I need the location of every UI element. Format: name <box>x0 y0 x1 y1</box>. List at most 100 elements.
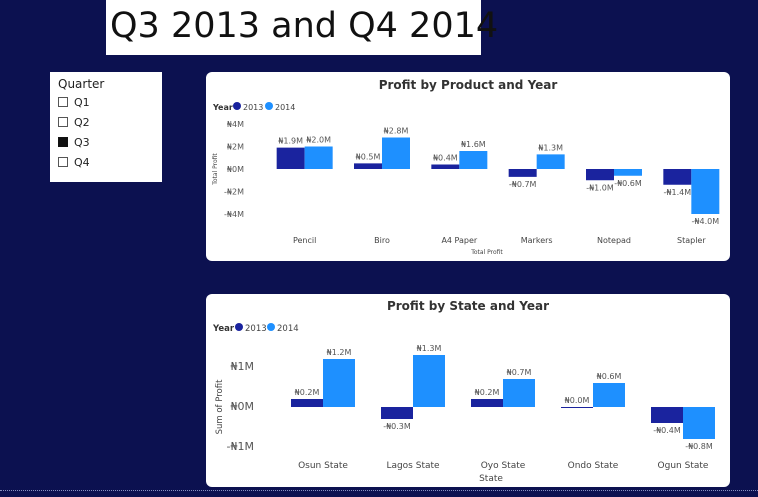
bar-2013-notepad <box>586 169 614 181</box>
data-label: ₦1.6M <box>461 140 486 149</box>
legend-marker-2014 <box>267 323 275 331</box>
slicer-item-q4[interactable]: Q4 <box>58 155 90 169</box>
bar-2013-oyo-state <box>471 399 503 407</box>
checkbox-icon[interactable] <box>58 97 68 107</box>
checkbox-checked-icon[interactable] <box>58 137 68 147</box>
data-label: ₦1.3M <box>417 344 442 353</box>
chart-title: Profit by State and Year <box>387 299 549 313</box>
category-label: A4 Paper <box>441 236 477 245</box>
legend-marker-2013 <box>233 102 241 110</box>
bar-2014-ondo-state <box>593 383 625 407</box>
category-label: Lagos State <box>386 461 440 471</box>
state-profit-chart: Profit by State and Year Year 2013 2014 Sum … <box>212 299 715 484</box>
chart-card-product[interactable]: Profit by Product and Year Year 2013 2014 To… <box>206 72 730 261</box>
quarter-slicer: Quarter Q1 Q2 Q3 Q4 <box>50 72 162 182</box>
y-tick-label: ₦0M <box>231 400 255 413</box>
legend-title: Year <box>212 103 233 112</box>
category-label: Markers <box>521 236 553 245</box>
legend-label-2014: 2014 <box>277 324 299 334</box>
category-label: Stapler <box>677 236 706 245</box>
slicer-item-label: Q1 <box>74 95 90 109</box>
y-tick-label: ₦4M <box>227 120 244 129</box>
data-label: -₦0.4M <box>653 426 681 435</box>
data-label: -₦0.6M <box>614 179 642 188</box>
legend-label-2014: 2014 <box>275 103 295 112</box>
slicer-item-q2[interactable]: Q2 <box>58 115 90 129</box>
slicer-item-label: Q4 <box>74 155 90 169</box>
chart-title: Profit by Product and Year <box>379 78 558 92</box>
y-tick-label: -₦2M <box>224 188 244 197</box>
bar-2013-stapler <box>663 169 692 185</box>
bar-2013-osun-state <box>291 399 323 407</box>
slicer-item-label: Q2 <box>74 115 90 129</box>
slicer-title: Quarter <box>58 77 105 91</box>
category-label: Notepad <box>597 236 631 245</box>
category-label: Ondo State <box>568 461 619 471</box>
data-label: ₦0.4M <box>433 154 458 163</box>
y-axis-label: Sum of Profit <box>215 379 225 434</box>
x-axis-label: Total Profit <box>470 249 503 256</box>
chart-card-state[interactable]: Profit by State and Year Year 2013 2014 Sum … <box>206 294 730 487</box>
bar-2014-markers <box>536 154 565 169</box>
page-divider <box>0 490 758 491</box>
data-label: ₦2.8M <box>384 127 409 136</box>
product-profit-chart: Profit by Product and Year Year 2013 2014 To… <box>212 78 720 256</box>
legend-title: Year <box>212 324 235 334</box>
data-label: ₦1.3M <box>538 143 563 152</box>
data-label: -₦4.0M <box>692 217 720 226</box>
bar-2014-lagos-state <box>413 355 445 407</box>
data-label: -₦1.4M <box>664 188 692 197</box>
bar-2013-lagos-state <box>381 407 413 419</box>
checkbox-icon[interactable] <box>58 157 68 167</box>
bar-2014-biro <box>382 137 410 169</box>
y-tick-label: -₦1M <box>227 440 254 453</box>
data-label: ₦1.9M <box>278 137 303 146</box>
x-axis-label: State <box>479 474 503 484</box>
category-label: Osun State <box>298 461 348 471</box>
data-label: ₦0.5M <box>356 152 381 161</box>
bar-2014-oyo-state <box>503 379 535 407</box>
legend-marker-2014 <box>265 102 273 110</box>
bar-2014-stapler <box>691 169 720 214</box>
y-tick-label: -₦4M <box>224 210 244 219</box>
data-label: ₦0.7M <box>507 368 532 377</box>
category-label: Ogun State <box>658 461 709 471</box>
bar-2013-ogun-state <box>651 407 683 423</box>
data-label: -₦0.7M <box>509 180 537 189</box>
bar-2014-ogun-state <box>683 407 715 439</box>
legend-label-2013: 2013 <box>245 324 267 334</box>
data-label: ₦1.2M <box>327 348 352 357</box>
report-title-box: Q3 2013 and Q4 2014 <box>106 0 498 55</box>
data-label: ₦0.0M <box>565 396 590 405</box>
bar-2014-a4-paper <box>459 151 488 169</box>
legend-label-2013: 2013 <box>243 103 263 112</box>
bar-2013-ondo-state <box>561 407 593 408</box>
bar-2013-a4-paper <box>431 164 460 169</box>
bar-2013-pencil <box>276 147 305 169</box>
y-tick-label: ₦1M <box>231 360 255 373</box>
data-label: -₦0.8M <box>685 442 713 451</box>
y-tick-label: ₦2M <box>227 143 244 152</box>
report-title: Q3 2013 and Q4 2014 <box>110 6 499 46</box>
bar-2014-notepad <box>614 169 642 176</box>
slicer-item-q1[interactable]: Q1 <box>58 95 90 109</box>
bar-2014-pencil <box>304 146 333 169</box>
bar-2014-osun-state <box>323 359 355 407</box>
data-label: ₦0.2M <box>475 388 500 397</box>
data-label: ₦0.2M <box>295 388 320 397</box>
slicer-item-q3[interactable]: Q3 <box>58 135 90 149</box>
data-label: -₦1.0M <box>586 183 614 192</box>
legend-marker-2013 <box>235 323 243 331</box>
checkbox-icon[interactable] <box>58 117 68 127</box>
bar-2013-markers <box>508 169 537 177</box>
y-tick-label: ₦0M <box>227 165 244 174</box>
category-label: Pencil <box>293 236 316 245</box>
y-axis-label: Total Profit <box>212 153 219 186</box>
data-label: -₦0.3M <box>383 422 411 431</box>
category-label: Biro <box>374 236 390 245</box>
bar-2013-biro <box>354 163 382 169</box>
data-label: ₦0.6M <box>597 372 622 381</box>
data-label: ₦2.0M <box>306 136 331 145</box>
slicer-item-label: Q3 <box>74 135 90 149</box>
category-label: Oyo State <box>481 461 526 471</box>
